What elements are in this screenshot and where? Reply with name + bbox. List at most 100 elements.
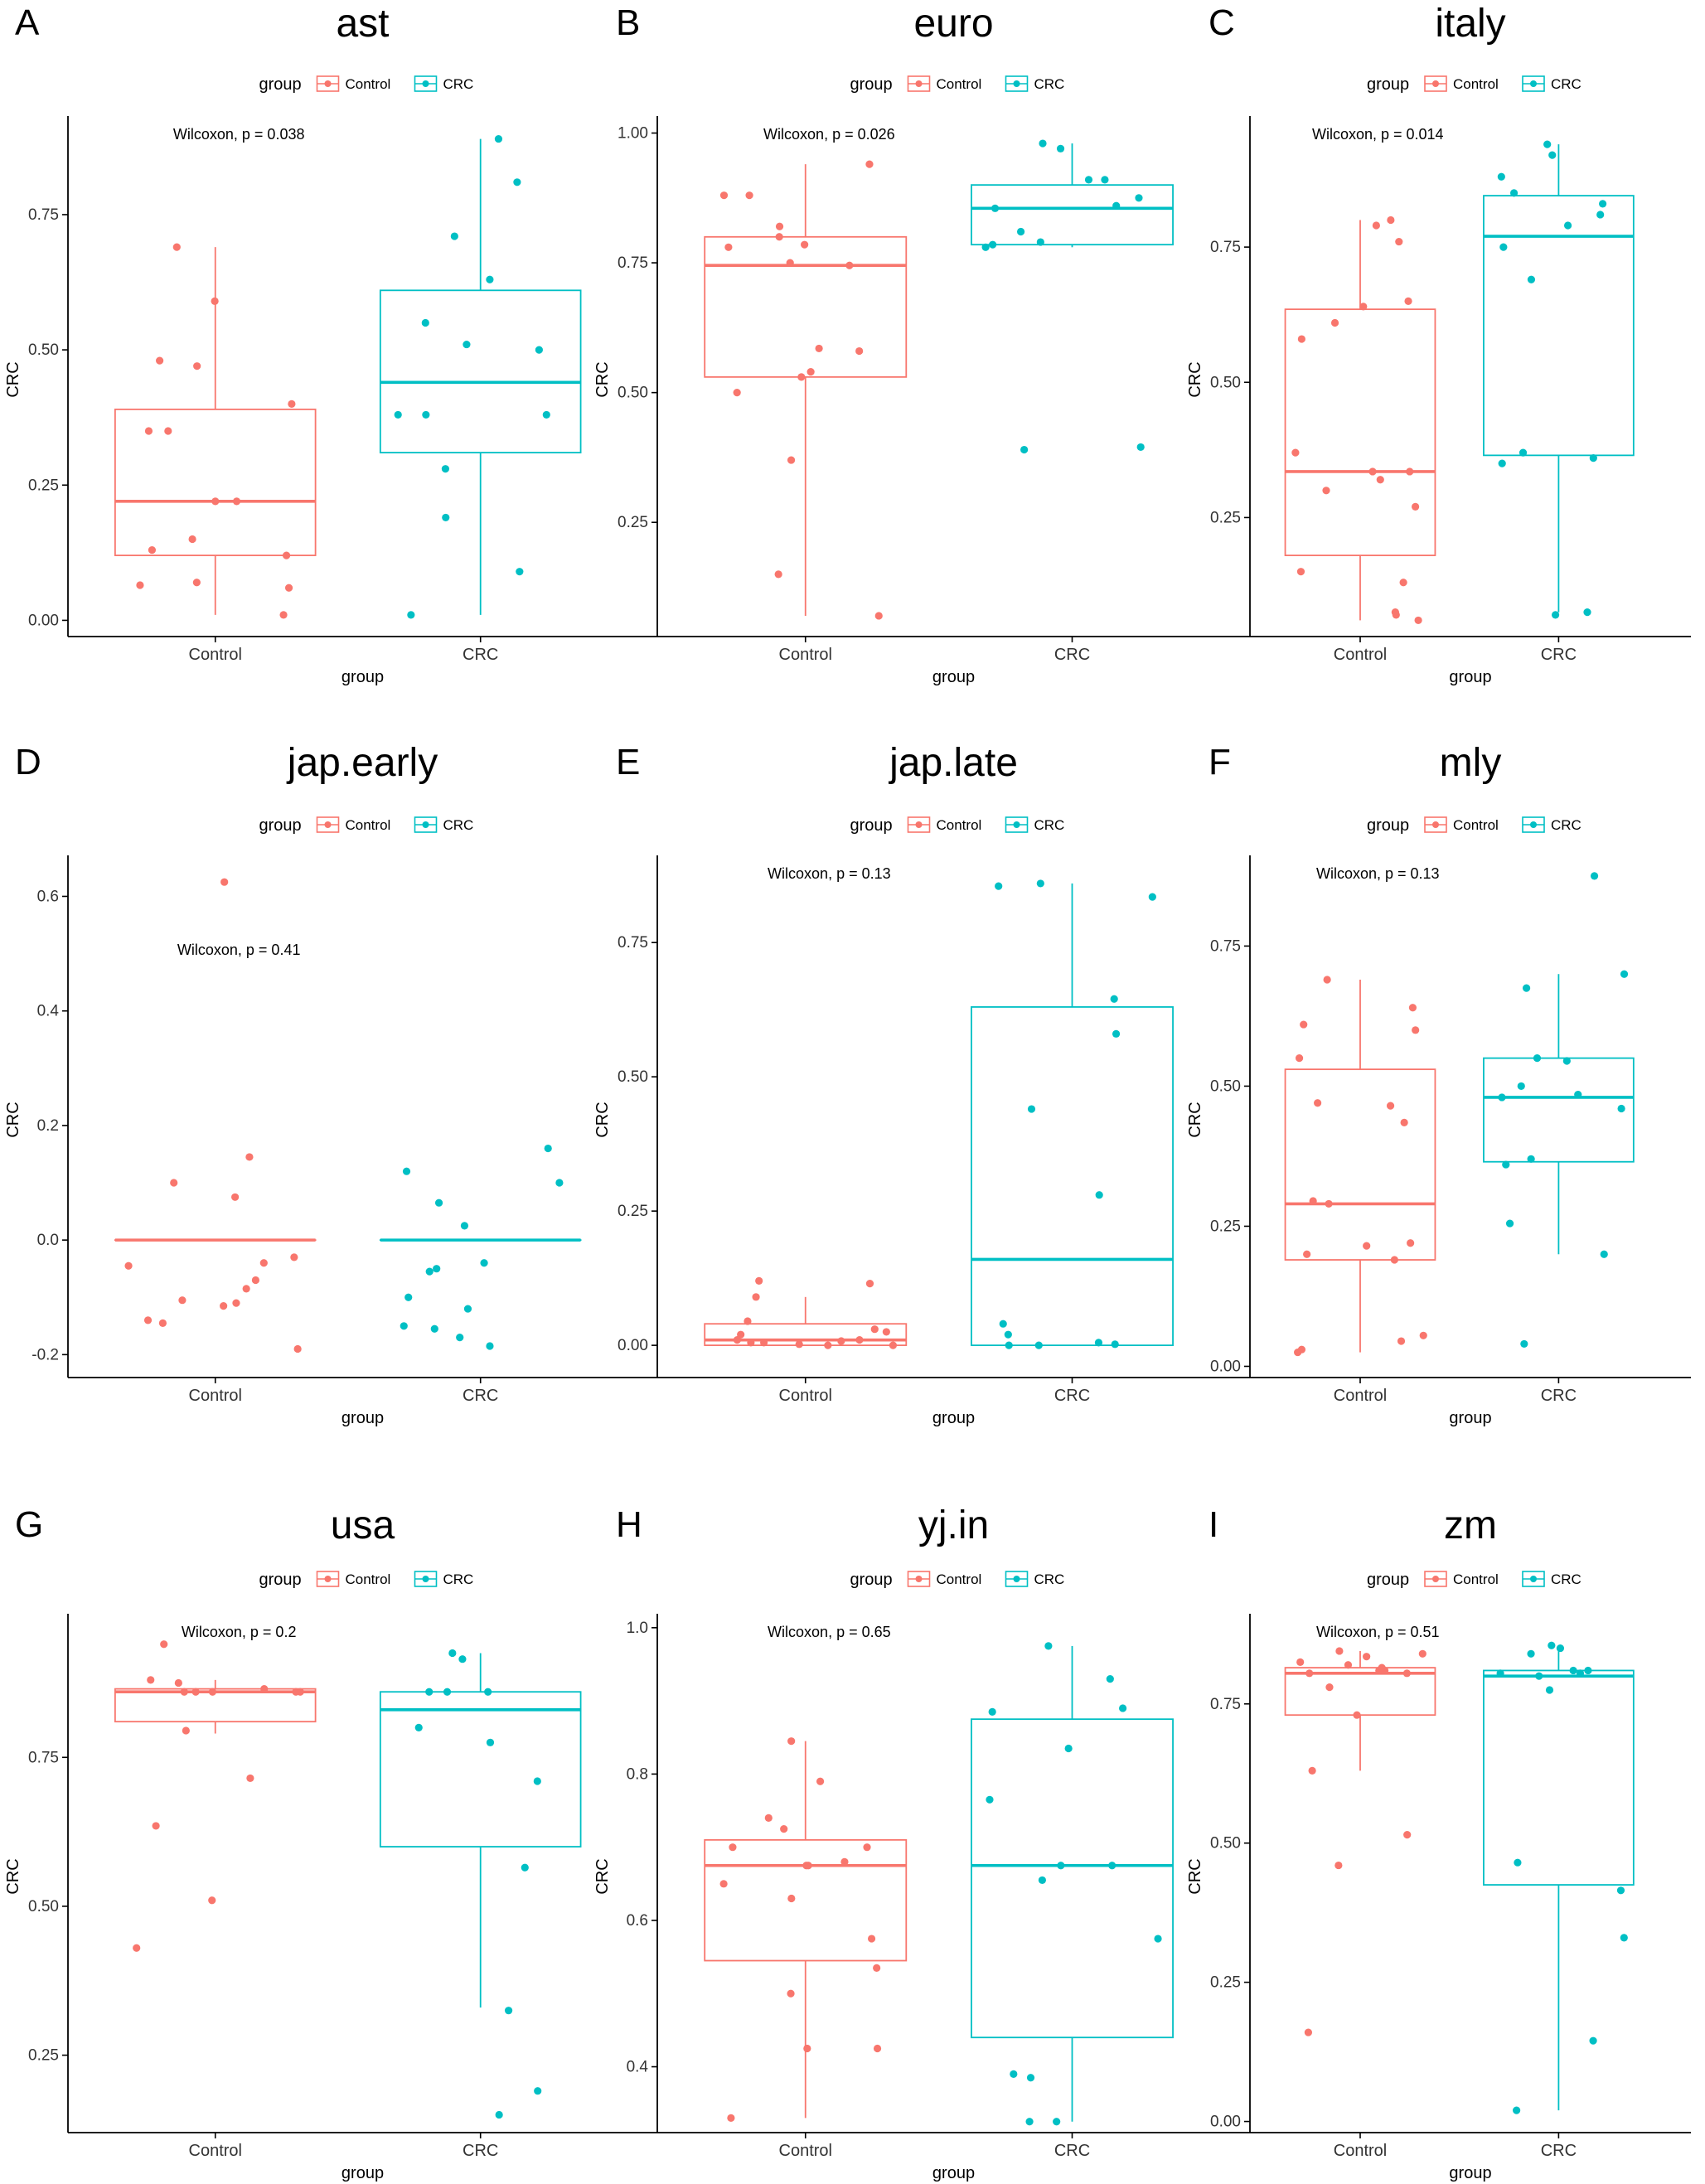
data-point bbox=[1590, 872, 1599, 880]
box-iqr bbox=[1284, 1068, 1436, 1261]
legend: group Control CRC bbox=[1367, 816, 1581, 835]
y-tick-label: 0.50 bbox=[618, 385, 648, 402]
box-iqr bbox=[704, 235, 908, 378]
data-point bbox=[1386, 1102, 1395, 1110]
data-point bbox=[1505, 1219, 1514, 1228]
data-point bbox=[1620, 1934, 1628, 1942]
data-point bbox=[484, 1688, 492, 1696]
data-point bbox=[1322, 487, 1330, 495]
data-point bbox=[463, 340, 471, 349]
panel-letter: G bbox=[15, 1504, 43, 1545]
data-point bbox=[211, 497, 220, 506]
data-point bbox=[981, 243, 990, 251]
legend-swatch-point bbox=[915, 1576, 923, 1582]
data-point bbox=[535, 346, 543, 354]
data-point bbox=[425, 1267, 434, 1276]
legend-key-crc: CRC bbox=[414, 816, 473, 833]
data-point bbox=[156, 356, 164, 365]
wilcoxon-annotation: Wilcoxon, p = 0.014 bbox=[1312, 126, 1444, 143]
data-point bbox=[1053, 2118, 1061, 2126]
data-point bbox=[164, 427, 172, 435]
legend-swatch-point bbox=[324, 80, 332, 87]
data-point bbox=[719, 1880, 728, 1888]
legend-key-control: Control bbox=[1424, 75, 1499, 92]
data-point bbox=[232, 1299, 240, 1307]
data-point bbox=[441, 465, 450, 473]
data-point bbox=[188, 535, 196, 544]
legend-label: Control bbox=[346, 76, 391, 92]
data-point bbox=[995, 882, 1003, 890]
data-point bbox=[1296, 568, 1305, 576]
y-tick-label: 0.6 bbox=[627, 1912, 648, 1930]
data-point bbox=[1111, 1340, 1119, 1349]
legend-label: Control bbox=[1453, 76, 1499, 92]
data-point bbox=[1148, 893, 1156, 901]
data-point bbox=[1101, 176, 1109, 184]
x-tick-label: CRC bbox=[1541, 1387, 1577, 1405]
box-iqr bbox=[1284, 308, 1436, 557]
data-point bbox=[1543, 140, 1552, 148]
data-point bbox=[865, 1280, 874, 1288]
data-point bbox=[480, 1259, 488, 1267]
y-tick-label: 0.50 bbox=[28, 341, 59, 359]
data-point bbox=[1056, 144, 1065, 153]
y-tick-label: 0.25 bbox=[1210, 1218, 1241, 1235]
legend-swatch-point bbox=[915, 80, 923, 87]
legend-label: CRC bbox=[1551, 76, 1581, 92]
data-point bbox=[873, 1964, 881, 1972]
legend-label: Control bbox=[1453, 1571, 1499, 1587]
box-crc bbox=[379, 138, 582, 615]
data-point bbox=[448, 1649, 457, 1658]
data-point bbox=[988, 1707, 996, 1716]
data-point bbox=[1390, 1256, 1398, 1264]
data-point bbox=[402, 1167, 411, 1175]
data-point bbox=[816, 1777, 825, 1785]
data-point bbox=[1323, 976, 1331, 984]
y-tick-label: 1.00 bbox=[618, 125, 648, 143]
data-point bbox=[152, 1822, 160, 1830]
data-point bbox=[1036, 238, 1044, 246]
data-point bbox=[1112, 1029, 1121, 1038]
data-point bbox=[989, 240, 997, 249]
data-point bbox=[1325, 1683, 1334, 1692]
y-tick-label: 0.25 bbox=[28, 2047, 59, 2065]
data-point bbox=[1403, 1831, 1412, 1839]
legend-label: CRC bbox=[1551, 1571, 1581, 1587]
data-point bbox=[208, 1688, 217, 1696]
data-point bbox=[1545, 1686, 1554, 1694]
legend-title: group bbox=[259, 1571, 302, 1589]
legend-label: Control bbox=[1453, 817, 1499, 833]
box-crc bbox=[971, 883, 1174, 1347]
box-iqr bbox=[1483, 1669, 1635, 1886]
legend-title: group bbox=[1367, 816, 1409, 835]
legend-label: Control bbox=[937, 1571, 982, 1587]
data-point bbox=[1407, 1239, 1415, 1247]
legend-key-crc: CRC bbox=[1005, 75, 1064, 92]
data-point bbox=[136, 581, 144, 589]
legend-label: CRC bbox=[443, 76, 474, 92]
data-point bbox=[148, 545, 157, 554]
legend-label: Control bbox=[937, 817, 982, 833]
data-point bbox=[180, 1688, 188, 1696]
data-point bbox=[191, 1688, 200, 1696]
data-point bbox=[874, 612, 883, 620]
wilcoxon-annotation: Wilcoxon, p = 0.026 bbox=[763, 126, 895, 143]
legend-swatch-point bbox=[1530, 821, 1537, 828]
data-point bbox=[242, 1285, 250, 1293]
legend-key-crc: CRC bbox=[1522, 816, 1581, 833]
legend-swatch-point bbox=[1432, 80, 1439, 87]
data-point bbox=[1335, 1647, 1344, 1655]
panel-letter: A bbox=[15, 2, 40, 43]
legend-key-control: Control bbox=[907, 1571, 982, 1587]
data-point bbox=[1584, 1666, 1592, 1675]
legend-title: group bbox=[850, 816, 893, 835]
legend-swatch-point bbox=[915, 821, 923, 828]
data-point bbox=[1562, 1057, 1571, 1065]
data-point bbox=[288, 400, 296, 408]
data-point bbox=[1563, 221, 1572, 230]
legend-label: Control bbox=[346, 1571, 391, 1587]
data-point bbox=[1136, 443, 1145, 452]
data-point bbox=[504, 2007, 513, 2015]
data-point bbox=[744, 1317, 752, 1325]
data-point bbox=[544, 1144, 552, 1153]
